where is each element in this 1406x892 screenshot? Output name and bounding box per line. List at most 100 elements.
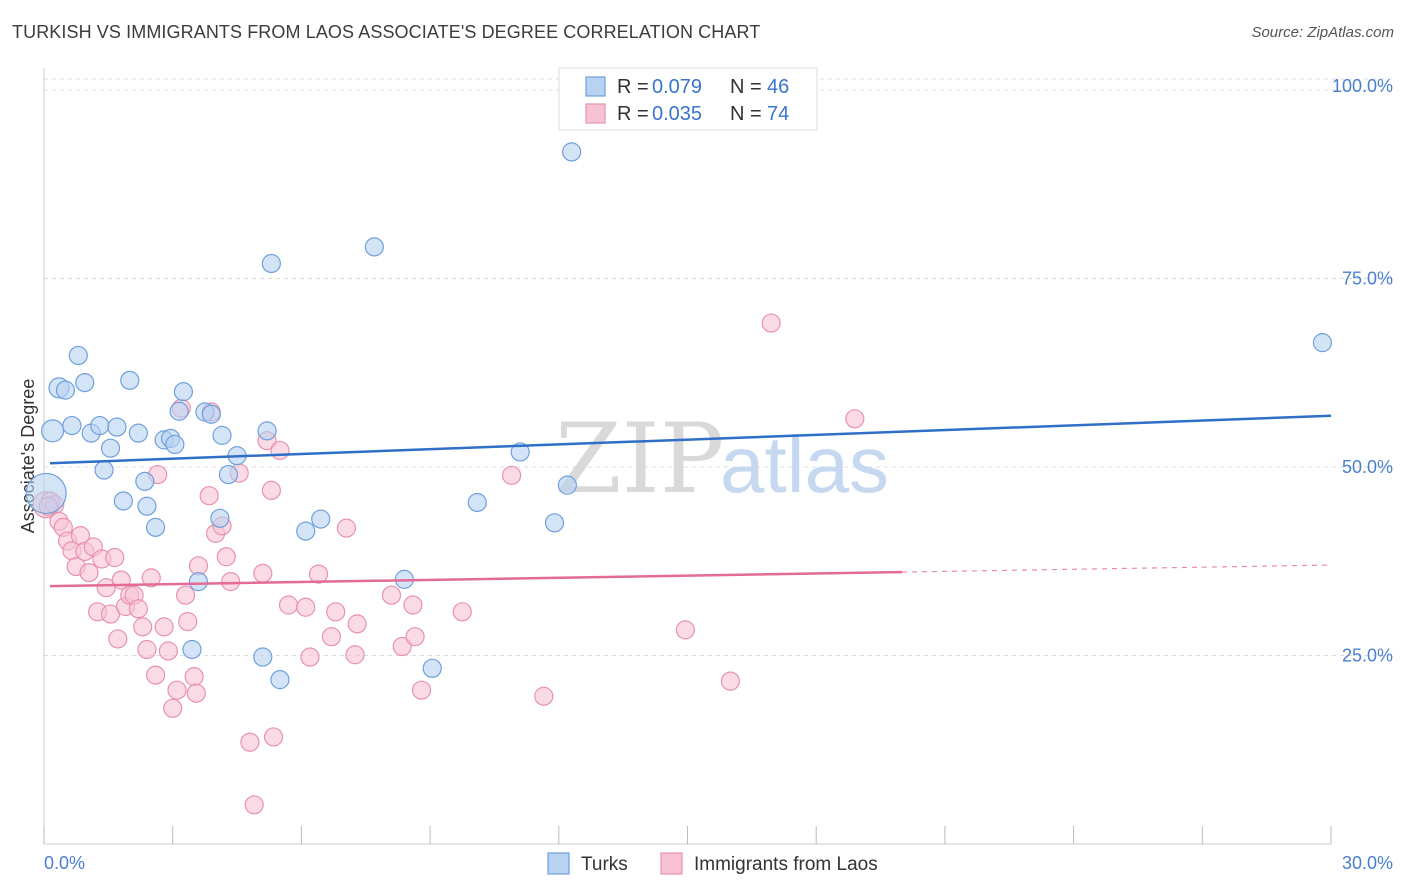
legend-box: R = 0.079 N = 46 R = 0.035 N = 74 (558, 67, 818, 131)
turks-point-41 (510, 442, 530, 462)
bottom-legend: Turks Immigrants from Laos (547, 852, 878, 875)
legend-n-label-laos: N = (730, 103, 762, 125)
turks-point-24 (188, 572, 209, 592)
bottom-legend-swatch-laos (660, 852, 683, 875)
turks-point-33 (261, 253, 281, 274)
laos-point-65 (411, 680, 432, 700)
laos-point-53 (296, 597, 316, 617)
turks-point-36 (311, 509, 331, 529)
laos-point-64 (405, 627, 425, 647)
bottom-legend-label-laos: Immigrants from Laos (694, 854, 878, 875)
laos-point-67 (502, 465, 522, 485)
turks-point-12 (113, 491, 133, 511)
turks-point-31 (253, 647, 273, 667)
laos-point-71 (761, 313, 781, 333)
turks-point-6 (75, 373, 95, 393)
laos-point-72 (845, 409, 865, 429)
legend-n-value-laos: 74 (767, 103, 789, 125)
laos-point-50 (263, 727, 284, 747)
y-tick-label-100: 100.0% (1332, 76, 1393, 96)
turks-point-40 (467, 492, 487, 513)
laos-point-35 (184, 667, 204, 687)
turks-point-37 (364, 237, 384, 257)
turks-point-8 (90, 415, 110, 436)
legend-r-label-turks: R = (617, 76, 649, 98)
watermark-zip: ZIP (555, 403, 724, 515)
laos-point-38 (199, 486, 219, 506)
laos-point-45 (240, 732, 260, 752)
laos-point-14 (96, 578, 116, 598)
trend-lines (49, 414, 1332, 588)
turks-point-17 (145, 517, 166, 537)
source-credit: Source: ZipAtlas.com (1251, 24, 1394, 41)
laos-point-66 (452, 602, 472, 622)
y-tick-label-25: 25.0% (1342, 646, 1393, 666)
turks-point-0 (25, 472, 67, 515)
turks-point-4 (62, 415, 82, 436)
turks-point-34 (270, 670, 290, 690)
laos-point-69 (675, 620, 695, 640)
series-laos-points (32, 313, 865, 815)
x-tick-max: 30.0% (1342, 853, 1393, 873)
y-tick-label-75: 75.0% (1342, 269, 1393, 289)
laos-point-59 (345, 645, 365, 665)
legend-n-label-turks: N = (730, 76, 762, 98)
laos-point-46 (244, 795, 264, 815)
turks-point-23 (182, 639, 202, 660)
laos-point-26 (145, 665, 166, 685)
bottom-legend-swatch-turks (547, 852, 570, 875)
turks-point-45 (1312, 333, 1333, 353)
laos-point-25 (141, 568, 161, 588)
turks-point-22 (173, 382, 194, 402)
axes (43, 68, 1332, 845)
laos-point-54 (300, 647, 320, 667)
legend-r-value-laos: 0.035 (652, 103, 702, 125)
turks-point-9 (94, 460, 114, 480)
legend-swatch-laos (585, 103, 606, 124)
y-tick-label-50: 50.0% (1342, 457, 1393, 477)
laos-point-70 (720, 671, 741, 691)
laos-point-62 (392, 636, 412, 657)
turks-point-28 (212, 425, 232, 445)
laos-point-28 (154, 617, 174, 637)
turks-point-13 (120, 370, 140, 390)
turks-trend-line (49, 414, 1332, 465)
turks-point-35 (296, 521, 316, 541)
watermark: ZIP atlas (555, 403, 889, 515)
legend-r-label-laos: R = (617, 103, 649, 125)
turks-point-15 (135, 471, 155, 491)
laos-point-29 (158, 641, 179, 661)
laos-point-55 (308, 564, 329, 584)
turks-point-14 (128, 423, 148, 443)
turks-point-3 (55, 380, 76, 400)
turks-point-27 (210, 508, 230, 528)
turks-point-39 (422, 658, 442, 678)
laos-point-10 (79, 562, 99, 583)
legend-r-value-turks: 0.079 (652, 76, 702, 98)
laos-point-47 (253, 563, 273, 583)
laos-point-60 (347, 614, 367, 634)
turks-point-16 (137, 496, 157, 516)
turks-point-21 (169, 401, 189, 421)
laos-trend-line (49, 570, 903, 588)
laos-point-52 (278, 595, 299, 615)
laos-trend-line-extrapolated (901, 564, 1332, 573)
legend-swatch-turks (585, 76, 606, 97)
chart-title: TURKISH VS IMMIGRANTS FROM LAOS ASSOCIAT… (12, 22, 761, 42)
series-turks-points (25, 142, 1333, 690)
turks-point-29 (218, 464, 239, 485)
y-tick-labels: 25.0% 50.0% 75.0% 100.0% (1332, 76, 1393, 665)
turks-point-44 (562, 142, 582, 162)
laos-point-49 (261, 480, 281, 501)
laos-point-15 (100, 604, 121, 624)
laos-point-34 (178, 611, 198, 632)
laos-point-42 (216, 547, 236, 567)
turks-point-42 (544, 513, 565, 533)
turks-point-10 (100, 438, 121, 458)
bottom-legend-label-turks: Turks (581, 854, 628, 875)
laos-point-22 (128, 599, 148, 619)
laos-point-24 (137, 639, 157, 660)
turks-point-5 (68, 345, 88, 366)
laos-point-23 (133, 617, 153, 637)
grid-lines (44, 78, 1392, 657)
